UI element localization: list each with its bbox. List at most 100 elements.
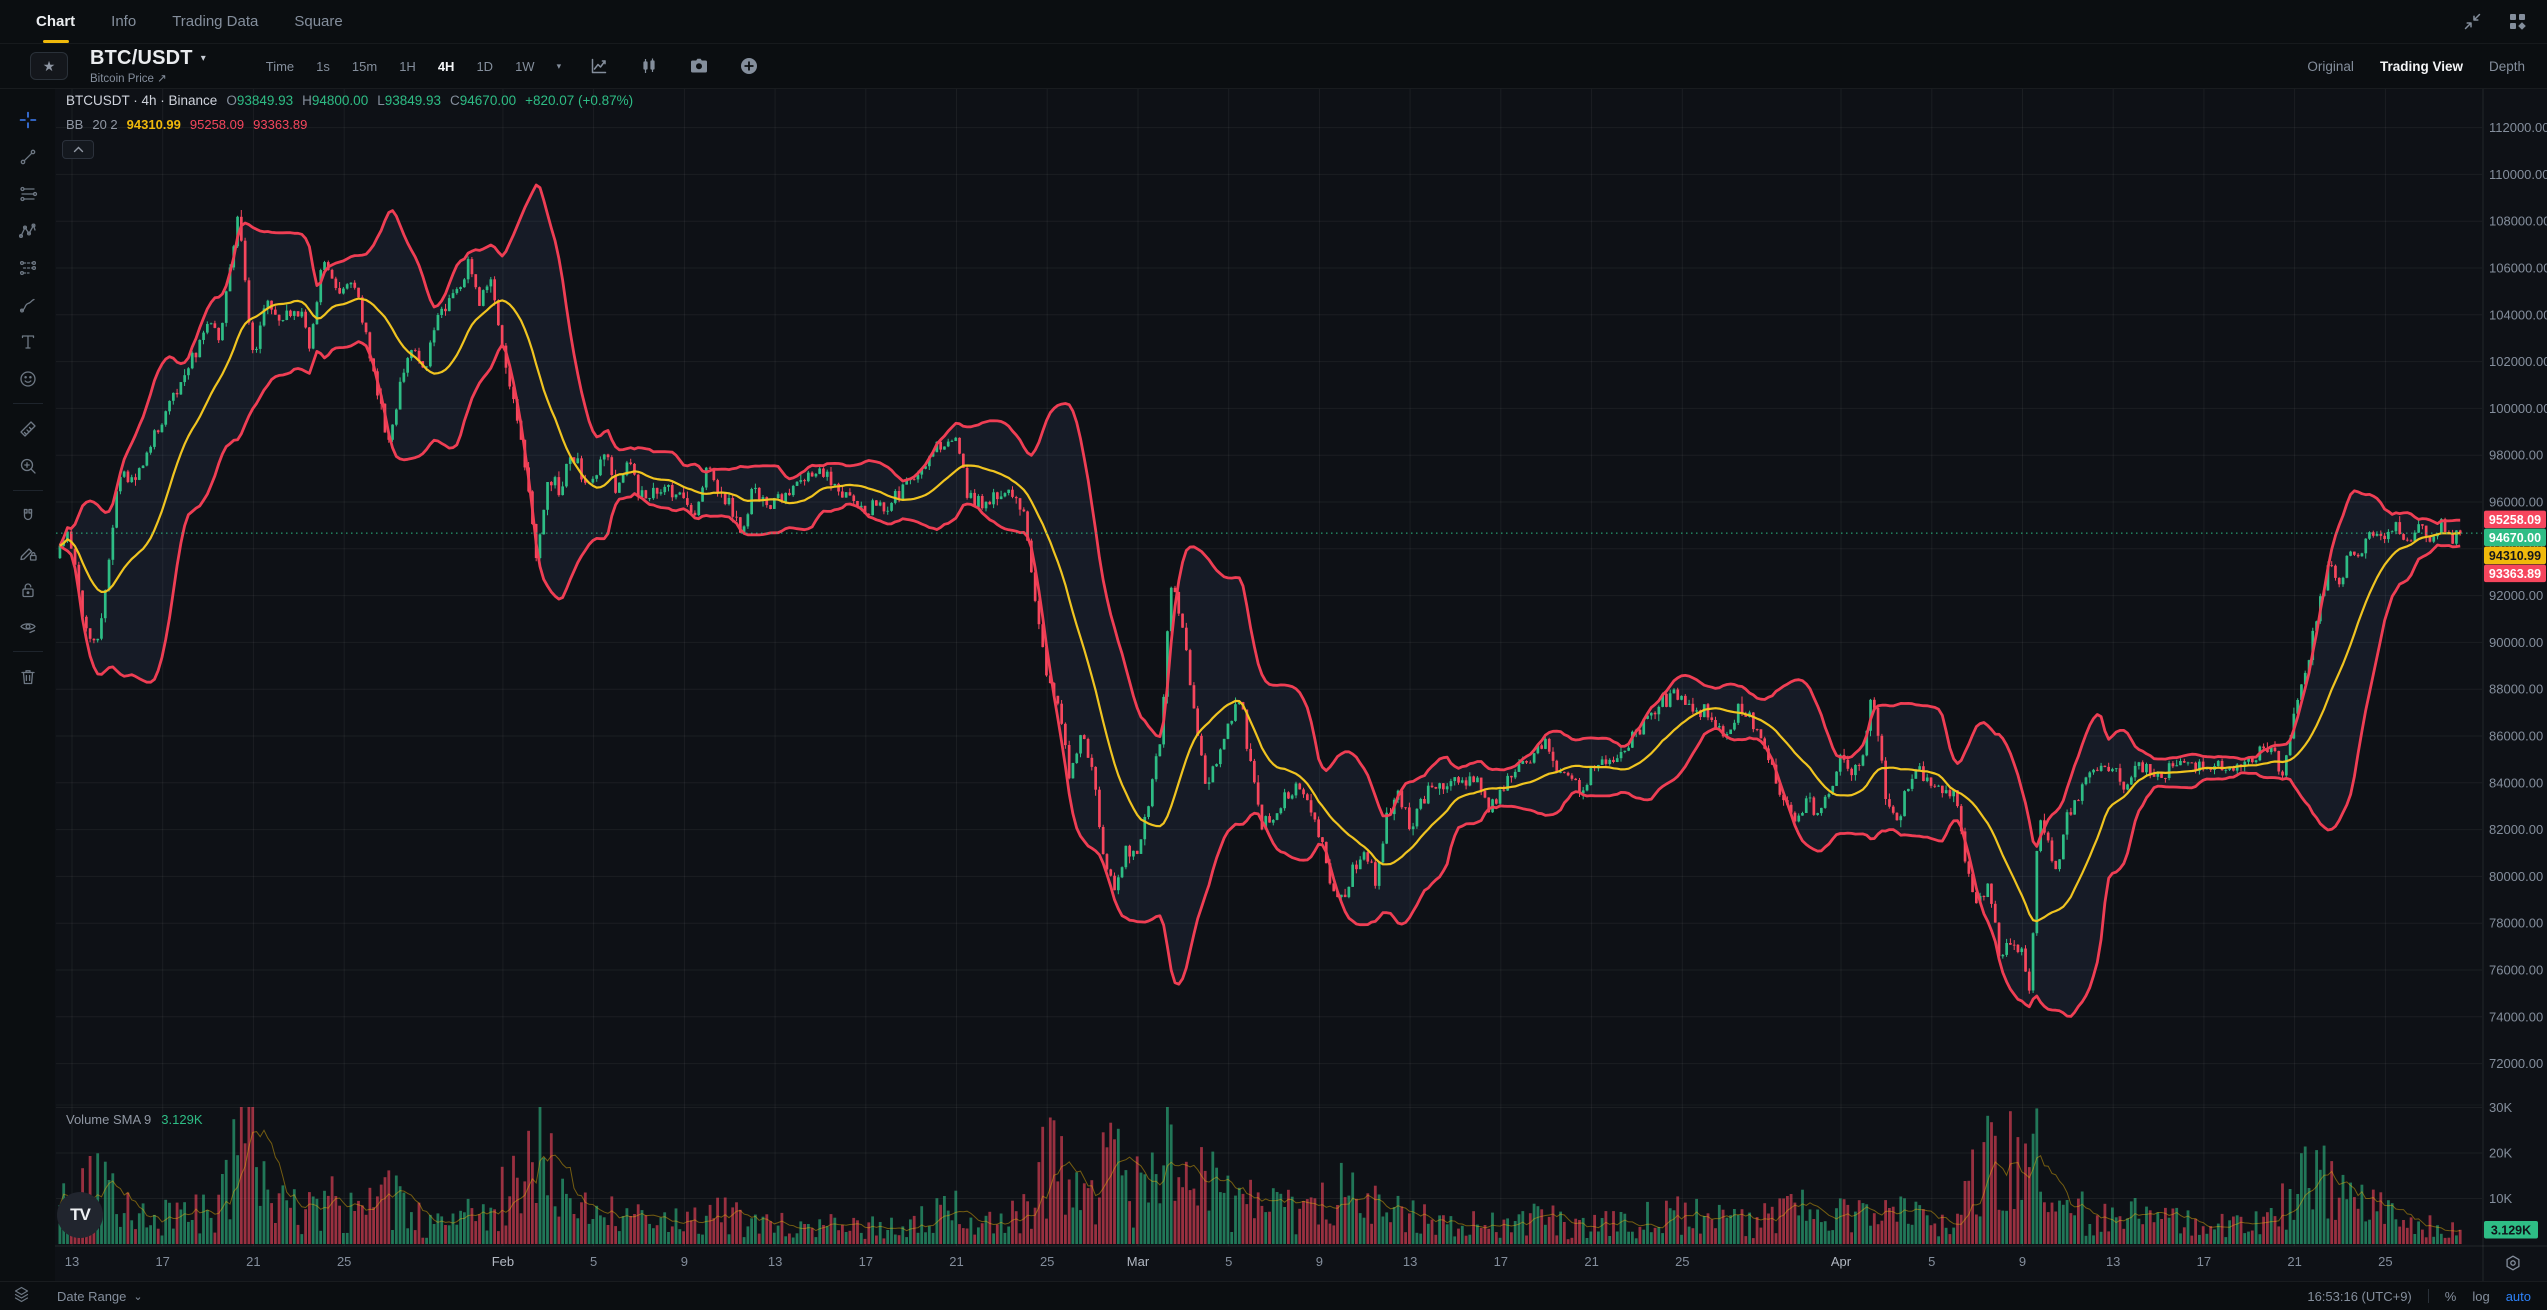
- chevron-up-icon: [73, 146, 83, 153]
- view-tab-original[interactable]: Original: [2307, 58, 2354, 74]
- high-value: 94800.00: [311, 93, 369, 108]
- interval-1d[interactable]: 1D: [476, 58, 494, 74]
- svg-text:25: 25: [337, 1254, 351, 1269]
- crosshair-tool[interactable]: [0, 101, 55, 138]
- grid-lines: [56, 89, 2482, 1246]
- chart-toolbar: ★ BTC/USDT ▾ Bitcoin Price ↗ Time 1s 15m…: [0, 44, 2547, 89]
- brush-tool[interactable]: [0, 286, 55, 323]
- emoji-tool[interactable]: [0, 360, 55, 397]
- measure-ruler-tool[interactable]: [0, 410, 55, 447]
- lock-all-tool[interactable]: [0, 571, 55, 608]
- bollinger-legend[interactable]: BB 20 2 94310.99 95258.09 93363.89: [66, 117, 307, 132]
- fib-lines-tool[interactable]: [0, 175, 55, 212]
- interval-1s[interactable]: 1s: [316, 58, 330, 74]
- view-tab-depth[interactable]: Depth: [2488, 58, 2525, 74]
- svg-text:112000.00: 112000.00: [2489, 120, 2547, 135]
- low-label: L: [377, 93, 385, 108]
- favorite-star-button[interactable]: ★: [30, 52, 68, 80]
- svg-text:78000.00: 78000.00: [2489, 916, 2543, 931]
- hide-drawings-eye-tool[interactable]: [0, 608, 55, 645]
- projection-tool[interactable]: [0, 249, 55, 286]
- tab-trading-data[interactable]: Trading Data: [172, 0, 258, 43]
- rail-divider: [12, 403, 43, 404]
- layout-grid-icon[interactable]: [2508, 12, 2527, 31]
- volume-bars: [58, 1107, 2462, 1244]
- ohlc-legend[interactable]: BTCUSDT · 4h · Binance O93849.93 H94800.…: [66, 93, 633, 108]
- interval-time[interactable]: Time: [265, 58, 295, 74]
- date-range-label: Date Range: [57, 1288, 127, 1304]
- high-label: H: [302, 93, 312, 108]
- svg-text:9: 9: [1316, 1254, 1323, 1269]
- svg-text:21: 21: [2287, 1254, 2301, 1269]
- bollinger-upper-band[interactable]: [58, 183, 2461, 848]
- bb-name: BB: [66, 117, 84, 132]
- text-tool[interactable]: [0, 323, 55, 360]
- symbol-selector[interactable]: BTC/USDT ▾ Bitcoin Price ↗: [90, 47, 206, 85]
- chevron-down-icon: ⌄: [133, 1290, 143, 1303]
- bollinger-lower-band[interactable]: [59, 340, 2461, 1018]
- low-value: 93849.93: [384, 93, 442, 108]
- zoom-in-tool[interactable]: [0, 447, 55, 484]
- object-tree-layers-icon[interactable]: [12, 1285, 31, 1307]
- legend-collapse-button[interactable]: [62, 140, 94, 159]
- exit-fullscreen-icon[interactable]: [2463, 12, 2482, 31]
- symbol-name: BTC/USDT: [90, 47, 193, 69]
- line-chart-style-icon[interactable]: [589, 56, 609, 76]
- svg-text:88000.00: 88000.00: [2489, 682, 2543, 697]
- svg-text:9: 9: [681, 1254, 688, 1269]
- svg-text:30K: 30K: [2489, 1100, 2512, 1115]
- svg-text:110000.00: 110000.00: [2489, 167, 2547, 182]
- symbol-subtitle-link[interactable]: Bitcoin Price ↗: [90, 73, 167, 85]
- tab-info-label: Info: [111, 13, 137, 30]
- drawing-lock-tool[interactable]: [0, 534, 55, 571]
- trendline-tool[interactable]: [0, 138, 55, 175]
- drawing-tools-rail: [0, 89, 55, 1281]
- bb-params: 20 2: [92, 117, 118, 132]
- price-axis[interactable]: 112000.00 110000.00 108000.00 106000.00 1040…: [2489, 120, 2547, 1206]
- time-axis-settings-gear-icon[interactable]: [2504, 1254, 2522, 1277]
- view-tab-tradingview[interactable]: Trading View: [2379, 58, 2463, 74]
- auto-scale-button[interactable]: auto: [2505, 1288, 2531, 1304]
- add-compare-icon[interactable]: [739, 56, 759, 76]
- chart-view-switch: Original Trading View Depth: [2307, 59, 2525, 74]
- change-value: +820.07 (+0.87%): [525, 93, 634, 108]
- interval-15m[interactable]: 15m: [351, 58, 378, 74]
- tab-square[interactable]: Square: [294, 0, 342, 43]
- rail-divider: [12, 651, 43, 652]
- volume-legend[interactable]: Volume SMA 9 3.129K: [66, 1112, 202, 1127]
- candlestick-style-icon[interactable]: [639, 56, 659, 76]
- svg-text:102000.00: 102000.00: [2489, 354, 2547, 369]
- star-icon: ★: [42, 57, 56, 74]
- date-range-dropdown[interactable]: Date Range ⌄: [57, 1289, 143, 1304]
- percent-scale-button[interactable]: %: [2444, 1288, 2457, 1304]
- pattern-xabcd-tool[interactable]: [0, 212, 55, 249]
- svg-text:20K: 20K: [2489, 1146, 2512, 1161]
- interval-more-caret-icon[interactable]: ▾: [556, 60, 562, 71]
- top-tab-bar: Chart Info Trading Data Square: [0, 0, 2547, 44]
- svg-text:76000.00: 76000.00: [2489, 963, 2543, 978]
- svg-text:96000.00: 96000.00: [2489, 495, 2543, 510]
- clock-timezone[interactable]: 16:53:16 (UTC+9): [2307, 1288, 2412, 1304]
- interval-1h[interactable]: 1H: [399, 58, 416, 74]
- screenshot-camera-icon[interactable]: [689, 56, 709, 76]
- tab-trading-data-label: Trading Data: [172, 13, 259, 30]
- log-scale-button[interactable]: log: [2472, 1288, 2490, 1304]
- delete-drawings-tool[interactable]: [0, 658, 55, 695]
- volume-sma-line: [59, 1129, 2461, 1232]
- svg-text:13: 13: [768, 1254, 782, 1269]
- magnet-tool[interactable]: [0, 497, 55, 534]
- bollinger-basis-line[interactable]: [59, 297, 2461, 923]
- interval-4h[interactable]: 4H: [437, 58, 455, 74]
- tab-chart-label: Chart: [36, 13, 76, 30]
- interval-1w[interactable]: 1W: [515, 58, 535, 74]
- tab-info[interactable]: Info: [111, 0, 136, 43]
- tradingview-logo-text: TV: [70, 1205, 91, 1224]
- svg-text:25: 25: [1675, 1254, 1689, 1269]
- svg-text:93363.89: 93363.89: [2489, 567, 2541, 581]
- tab-chart[interactable]: Chart: [36, 0, 75, 43]
- tradingview-logo[interactable]: TV: [57, 1192, 103, 1238]
- svg-text:94670.00: 94670.00: [2489, 531, 2541, 545]
- time-axis[interactable]: 13 17 21 25 Feb 5 9 13 17 21 25 Mar 5 9 13 17 21 25 Apr 5 9 1…: [65, 1254, 2393, 1269]
